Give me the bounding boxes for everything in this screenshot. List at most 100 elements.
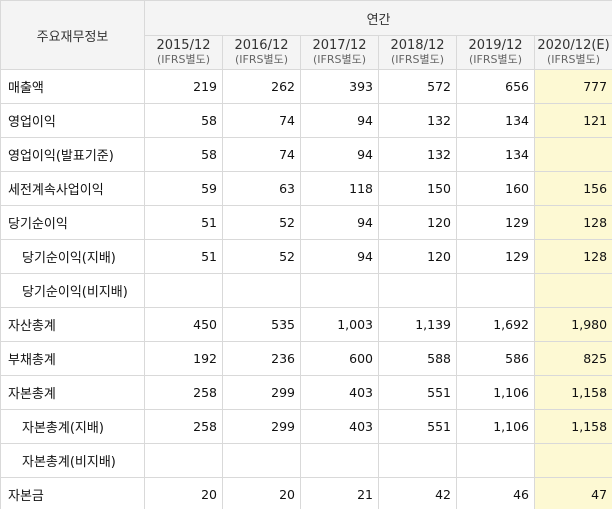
column-accounting-standard: (IFRS별도) [468,52,523,66]
value-cell: 1,106 [456,375,535,410]
value-cell: 403 [300,409,379,444]
value-cell: 58 [144,137,223,172]
value-cell: 160 [456,171,535,206]
value-cell: 74 [222,137,301,172]
value-cell: 52 [222,239,301,274]
column-year: 2020/12(E) [537,37,610,53]
value-cell: 403 [300,375,379,410]
value-cell: 94 [300,137,379,172]
row-label: 당기순이익 [0,205,145,240]
value-cell: 1,158 [533,375,612,410]
row-label: 세전계속사업이익 [0,171,145,206]
value-cell: 52 [222,205,301,240]
table-corner-header: 주요재무정보 [0,0,145,70]
table-row: 부채총계 192 236 600 588 586 825 [0,341,612,376]
value-cell [300,273,379,308]
row-label: 영업이익 [0,103,145,138]
value-cell: 128 [533,205,612,240]
value-cell [456,273,535,308]
value-cell: 572 [378,69,457,104]
value-cell: 120 [378,205,457,240]
value-cell: 118 [300,171,379,206]
value-cell: 656 [456,69,535,104]
value-cell: 47 [533,477,612,509]
value-cell: 21 [300,477,379,509]
value-cell: 588 [378,341,457,376]
value-cell: 58 [144,103,223,138]
value-cell: 156 [533,171,612,206]
value-cell: 63 [222,171,301,206]
row-label: 자본총계(지배) [0,409,145,444]
value-cell: 192 [144,341,223,376]
table-row: 자산총계 450 535 1,003 1,139 1,692 1,980 [0,307,612,342]
value-cell [456,443,535,478]
row-label: 부채총계 [0,341,145,376]
value-cell: 825 [533,341,612,376]
value-cell: 42 [378,477,457,509]
column-accounting-standard: (IFRS별도) [547,52,601,66]
value-cell: 299 [222,375,301,410]
value-cell: 236 [222,341,301,376]
table-row: 자본금 20 20 21 42 46 47 [0,477,612,509]
value-cell: 393 [300,69,379,104]
column-header-3: 2018/12 (IFRS별도) [378,35,457,70]
row-label: 영업이익(발표기준) [0,137,145,172]
value-cell: 59 [144,171,223,206]
value-cell: 134 [456,103,535,138]
value-cell: 128 [533,239,612,274]
value-cell: 132 [378,103,457,138]
annual-group-header: 연간 [143,0,612,36]
value-cell: 1,980 [533,307,612,342]
table-row: 자본총계(비지배) [0,443,612,478]
table-row: 당기순이익(비지배) [0,273,612,308]
column-year: 2015/12 [156,37,211,53]
table-row: 당기순이익(지배) 51 52 94 120 129 128 [0,239,612,274]
value-cell: 551 [378,375,457,410]
table-row: 당기순이익 51 52 94 120 129 128 [0,205,612,240]
row-label: 당기순이익(비지배) [0,273,145,308]
value-cell: 258 [144,409,223,444]
value-cell [300,443,379,478]
table-row: 영업이익(발표기준) 58 74 94 132 134 [0,137,612,172]
table-row: 자본총계 258 299 403 551 1,106 1,158 [0,375,612,410]
value-cell [222,273,301,308]
value-cell: 299 [222,409,301,444]
value-cell: 74 [222,103,301,138]
row-label: 당기순이익(지배) [0,239,145,274]
value-cell: 1,003 [300,307,379,342]
value-cell [144,443,223,478]
value-cell: 134 [456,137,535,172]
value-cell [144,273,223,308]
row-label: 자산총계 [0,307,145,342]
value-cell: 51 [144,205,223,240]
value-cell: 94 [300,239,379,274]
value-cell [533,443,612,478]
value-cell: 219 [144,69,223,104]
column-year: 2019/12 [468,37,523,53]
value-cell: 1,106 [456,409,535,444]
value-cell: 94 [300,205,379,240]
value-cell: 450 [144,307,223,342]
value-cell: 258 [144,375,223,410]
column-year: 2017/12 [312,37,367,53]
column-accounting-standard: (IFRS별도) [156,52,211,66]
column-accounting-standard: (IFRS별도) [234,52,289,66]
column-accounting-standard: (IFRS별도) [312,52,367,66]
row-label: 자본총계(비지배) [0,443,145,478]
table-row: 세전계속사업이익 59 63 118 150 160 156 [0,171,612,206]
value-cell: 586 [456,341,535,376]
value-cell: 94 [300,103,379,138]
column-accounting-standard: (IFRS별도) [390,52,445,66]
row-label: 자본총계 [0,375,145,410]
value-cell: 46 [456,477,535,509]
value-cell: 129 [456,239,535,274]
column-header-2: 2017/12 (IFRS별도) [300,35,379,70]
column-year: 2018/12 [390,37,445,53]
value-cell: 129 [456,205,535,240]
value-cell: 20 [144,477,223,509]
value-cell: 150 [378,171,457,206]
value-cell: 121 [533,103,612,138]
value-cell [533,273,612,308]
table-row: 자본총계(지배) 258 299 403 551 1,106 1,158 [0,409,612,444]
value-cell: 1,158 [533,409,612,444]
